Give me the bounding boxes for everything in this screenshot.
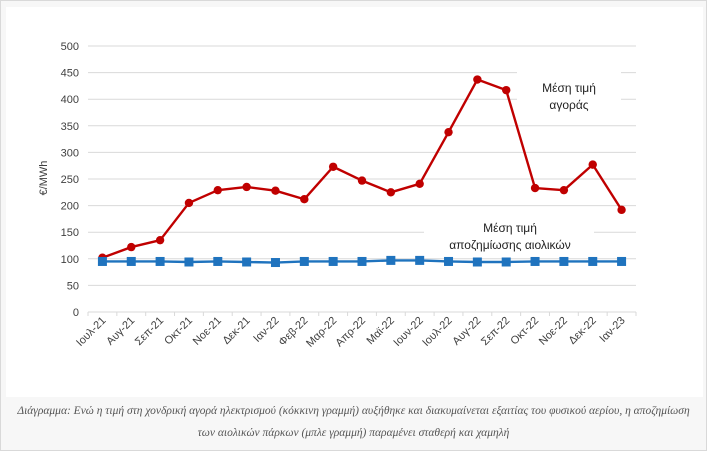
y-axis-label: €/MWh — [38, 161, 50, 196]
data-point-market — [155, 235, 165, 245]
x-tick-label: Απρ-22 — [333, 315, 368, 350]
data-point-wind — [242, 257, 252, 267]
series-annotation: αγοράς — [549, 98, 588, 112]
data-point-wind — [617, 256, 627, 266]
data-point-wind — [386, 255, 396, 265]
data-point-market — [559, 185, 569, 195]
data-point-market — [328, 162, 338, 171]
data-point-wind — [559, 256, 569, 266]
y-tick-labels: 0 50 100 150 200 250 300 350 400 450 500 — [61, 41, 79, 319]
series-annotation: αποζημίωσης αιολικών — [449, 238, 571, 252]
x-tick-label: Δεκ-22 — [567, 315, 599, 347]
data-point-market — [271, 186, 280, 195]
x-tick-label: Αυγ-22 — [450, 315, 483, 348]
data-point-market — [386, 188, 396, 197]
data-point-wind — [213, 256, 223, 266]
x-tick-label: Ιουν-22 — [391, 315, 425, 349]
x-tick-label: Νοε-21 — [191, 315, 224, 348]
data-point-market — [213, 185, 222, 195]
data-point-market — [300, 195, 309, 204]
x-tick-label: Οκτ-21 — [162, 315, 195, 348]
y-tick-label: 400 — [61, 94, 79, 106]
x-tick-label: Σεπ-21 — [133, 315, 166, 348]
data-point-market — [617, 205, 626, 215]
figure-caption: Διάγραμμα: Ενώ η τιμή στη χονδρική αγορά… — [17, 405, 690, 439]
x-tick-label: Ιαν-23 — [597, 315, 627, 345]
data-point-market — [444, 127, 453, 137]
series-lines — [97, 75, 627, 268]
data-point-market — [242, 182, 251, 192]
x-tick-label: Αυγ-21 — [104, 315, 137, 348]
data-point-market — [357, 176, 367, 185]
y-tick-label: 150 — [61, 227, 79, 239]
data-point-wind — [472, 257, 482, 267]
series-annotation: Μέση τιμή — [542, 81, 596, 95]
annotation-bg — [424, 215, 594, 255]
data-point-market — [502, 85, 511, 95]
y-tick-label: 0 — [73, 307, 79, 319]
y-tick-label: 300 — [61, 147, 79, 159]
data-point-market — [588, 160, 597, 169]
data-point-wind — [328, 256, 338, 266]
x-tick-label: Δεκ-21 — [220, 315, 252, 347]
annotation-backgrounds — [424, 66, 621, 255]
data-point-wind — [126, 256, 136, 266]
x-tick-label: Οκτ-22 — [508, 315, 541, 348]
data-point-wind — [415, 255, 425, 265]
data-point-wind — [270, 258, 280, 268]
data-point-wind — [588, 256, 598, 266]
x-tick-label: Μαρ-22 — [304, 315, 339, 350]
x-tick-label: Νοε-22 — [537, 315, 570, 348]
y-tick-label: 100 — [61, 254, 79, 266]
data-point-wind — [184, 257, 194, 267]
annotations: Μέση τιμή αγοράς Μέση τιμή αποζημίωσης αιολ… — [449, 81, 596, 252]
y-tick-label: 250 — [61, 174, 79, 186]
data-point-wind — [501, 257, 511, 267]
series-annotation: Μέση τιμή — [483, 221, 537, 235]
x-tick-label: Σεπ-22 — [479, 315, 512, 348]
y-tick-label: 450 — [61, 68, 79, 80]
data-point-wind — [97, 256, 107, 266]
y-tick-label: 500 — [61, 41, 79, 53]
y-tick-label: 200 — [61, 201, 79, 213]
y-tick-label: 50 — [67, 280, 79, 292]
x-tick-label: Ιουλ-22 — [420, 315, 454, 349]
data-point-wind — [299, 256, 309, 266]
data-point-market — [127, 242, 136, 252]
annotation-bg — [517, 66, 621, 114]
data-point-market — [184, 198, 194, 208]
data-point-market — [530, 183, 540, 193]
data-point-market — [473, 75, 482, 84]
y-tick-label: 350 — [61, 121, 79, 133]
data-point-wind — [530, 256, 540, 266]
data-point-wind — [357, 256, 367, 266]
data-point-market — [415, 179, 424, 188]
x-tick-label: Ιουλ-21 — [74, 315, 108, 349]
data-point-wind — [444, 256, 454, 266]
data-point-wind — [155, 256, 165, 266]
